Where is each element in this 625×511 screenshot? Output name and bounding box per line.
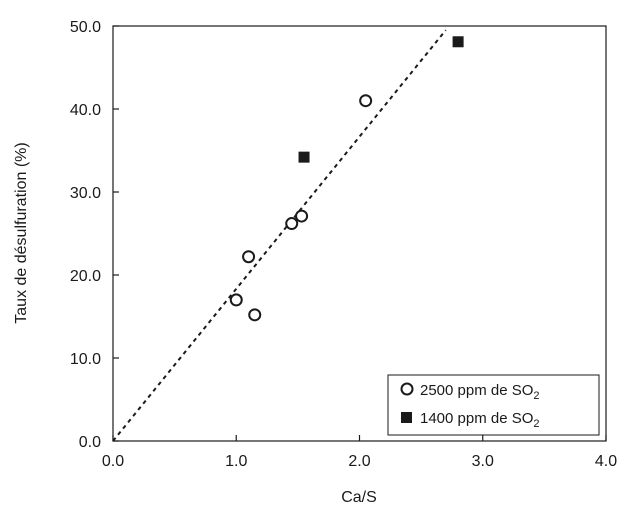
legend: 2500 ppm de SO2 1400 ppm de SO2 bbox=[387, 374, 600, 436]
data-point-circle bbox=[229, 293, 243, 307]
data-point-circle bbox=[359, 94, 373, 108]
x-tick-label: 4.0 bbox=[595, 453, 617, 470]
x-tick-label: 2.0 bbox=[348, 453, 370, 470]
legend-marker-filled-square bbox=[401, 412, 412, 423]
y-tick-label: 30.0 bbox=[70, 185, 101, 202]
trendline-group bbox=[112, 29, 447, 442]
trendline bbox=[112, 29, 447, 442]
x-tick-label: 0.0 bbox=[102, 453, 124, 470]
data-points bbox=[229, 36, 464, 322]
data-point-circle bbox=[248, 308, 262, 322]
y-tick-label: 20.0 bbox=[70, 268, 101, 285]
legend-label-1400: 1400 ppm de SO2 bbox=[420, 410, 540, 430]
y-axis-ticks: 0.0 10.0 20.0 30.0 40.0 50.0 bbox=[70, 19, 119, 451]
y-tick-label: 50.0 bbox=[70, 19, 101, 36]
y-tick-label: 40.0 bbox=[70, 102, 101, 119]
data-point-circle bbox=[242, 250, 256, 264]
y-tick-label: 10.0 bbox=[70, 351, 101, 368]
x-tick-label: 1.0 bbox=[225, 453, 247, 470]
legend-label-2500: 2500 ppm de SO2 bbox=[420, 382, 540, 402]
legend-box bbox=[387, 374, 600, 436]
legend-marker-open-circle bbox=[400, 382, 414, 396]
x-tick-label: 3.0 bbox=[472, 453, 494, 470]
data-point-square bbox=[298, 151, 310, 163]
x-axis-ticks: 0.0 1.0 2.0 3.0 4.0 bbox=[102, 435, 617, 470]
y-tick-label: 0.0 bbox=[79, 434, 101, 451]
data-point-circle bbox=[285, 217, 299, 231]
data-point-square bbox=[452, 36, 464, 48]
y-axis-label: Taux de désulfuration (%) bbox=[13, 142, 30, 323]
data-point-circle bbox=[295, 209, 309, 223]
x-axis-label: Ca/S bbox=[341, 489, 377, 506]
